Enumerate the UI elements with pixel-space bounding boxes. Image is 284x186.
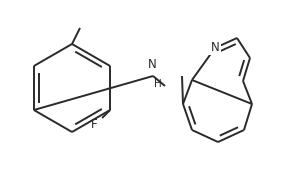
Text: N: N bbox=[211, 41, 219, 54]
Text: H: H bbox=[154, 79, 162, 89]
Text: F: F bbox=[91, 118, 97, 131]
Text: N: N bbox=[148, 58, 156, 71]
